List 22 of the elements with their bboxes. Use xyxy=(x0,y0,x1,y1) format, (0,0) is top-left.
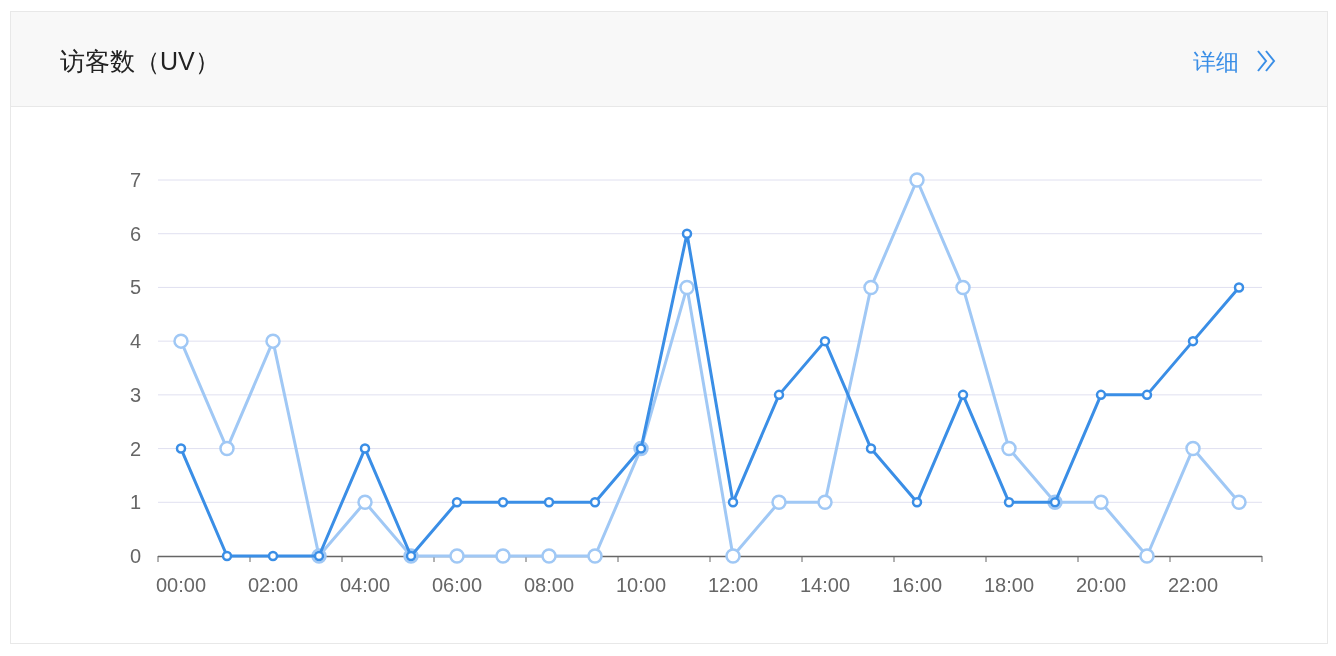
x-tick-label: 00:00 xyxy=(155,574,207,596)
x-tick-label: 12:00 xyxy=(707,574,759,596)
y-tick-label: 4 xyxy=(129,330,141,353)
y-tick-label: 5 xyxy=(129,276,141,299)
y-tick-label: 3 xyxy=(129,383,141,406)
x-tick-label: 06:00 xyxy=(431,574,483,596)
x-tick-label: 18:00 xyxy=(983,574,1035,596)
y-tick-label: 1 xyxy=(129,491,141,514)
x-tick-label: 08:00 xyxy=(523,574,575,596)
link: 详细 xyxy=(1193,49,1239,75)
x-tick-label: 04:00 xyxy=(339,574,391,596)
y-tick-label: 0 xyxy=(129,545,141,567)
x-tick-label: 20:00 xyxy=(1075,574,1127,596)
x-tick-label: 10:00 xyxy=(615,574,667,596)
y-tick-label: 6 xyxy=(129,222,141,245)
y-tick-label: 2 xyxy=(129,437,141,460)
x-tick-label: 16:00 xyxy=(891,574,943,596)
x-tick-label: 14:00 xyxy=(799,574,851,596)
y-tick-label: 7 xyxy=(129,169,141,191)
x-tick-label: 22:00 xyxy=(1167,574,1219,596)
x-tick-label: 02:00 xyxy=(247,574,299,596)
title: 访客数（UV） xyxy=(60,47,220,75)
